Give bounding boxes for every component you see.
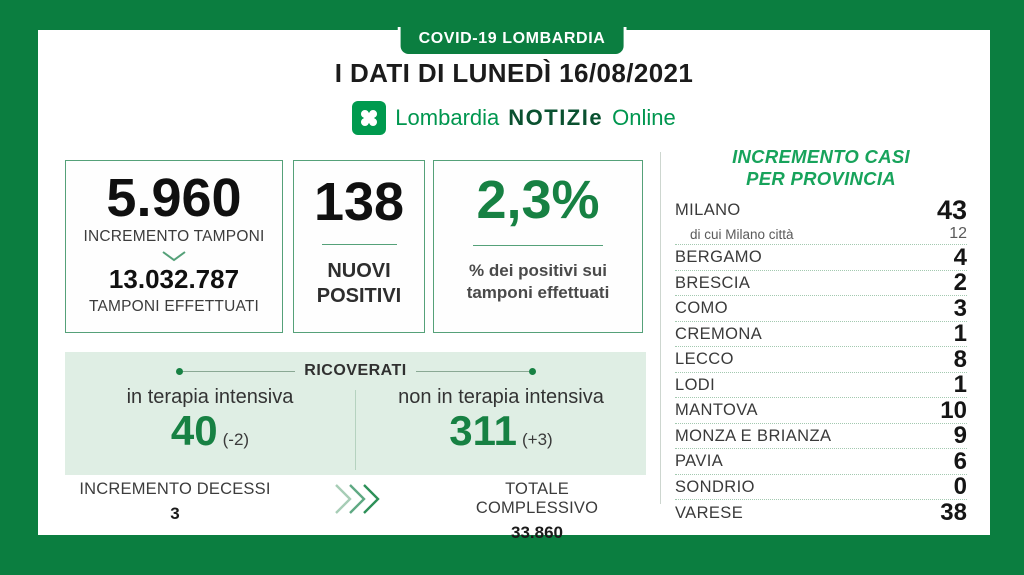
divider [182,370,296,372]
lombardia-rose-icon [352,101,387,135]
terapia-intensiva-value: 40 (-2) [170,407,250,454]
table-row: MILANO 43 [675,195,967,226]
decessi-value: 3 [170,504,180,523]
tamponi-total-label: TAMPONI EFFETTUATI [88,298,260,315]
table-row: CREMONA 1 [675,320,967,348]
totale-label: TOTALE COMPLESSIVO [475,480,599,517]
tamponi-increment-value: 5.960 [106,168,242,228]
nuovi-positivi-stat-box: 138 NUOVI POSITIVI [293,160,425,333]
triple-chevron-right-icon [335,484,380,514]
province-heading-line2: PER PROVINCIA [746,168,896,190]
non-terapia-intensiva-block: non in terapia intensiva 311 (+3) [356,384,646,476]
province-table: MILANO 43 di cui Milano città 12 BERGAMO… [675,195,967,527]
ricoverati-title: RICOVERATI [304,362,407,379]
table-row: VARESE 38 [675,499,967,527]
tamponi-increment-label: INCREMENTO TAMPONI [83,228,265,245]
divider [473,245,603,246]
logo-brand-text: NOTIZIe [508,105,604,130]
divider [355,390,356,470]
bullet-dot-icon [528,367,536,375]
totale-block: TOTALE COMPLESSIVO 33.860 [448,480,626,543]
divider [321,244,397,245]
ricoverati-header: RICOVERATI [175,362,536,380]
province-panel: INCREMENTO CASI PER PROVINCIA MILANO 43 … [675,146,967,526]
tamponi-total-value: 13.032.787 [108,264,240,294]
header-badge-label: COVID-19 LOMBARDIA [418,30,606,47]
province-heading: INCREMENTO CASI PER PROVINCIA [675,146,967,190]
divider [415,370,529,372]
ricoverati-band: RICOVERATI in terapia intensiva 40 (-2) n… [65,352,646,475]
province-heading-line1: INCREMENTO CASI [732,146,910,167]
header-badge: COVID-19 LOMBARDIA [397,27,627,57]
decessi-block: INCREMENTO DECESSI 3 [65,480,285,524]
nuovi-positivi-label: NUOVI POSITIVI [316,260,402,307]
non-terapia-intensiva-label: non in terapia intensiva [398,386,604,408]
percentuale-label: % dei positivi sui tamponi effettuati [466,261,610,303]
table-row: SONDRIO 0 [675,473,967,501]
terapia-intensiva-label: in terapia intensiva [126,386,294,408]
vertical-separator [660,152,661,504]
non-terapia-intensiva-value: 311 (+3) [449,407,553,454]
decessi-label: INCREMENTO DECESSI [79,480,271,498]
table-row: LODI 1 [675,371,967,399]
terapia-intensiva-delta: (-2) [222,430,250,449]
tamponi-stat-box: 5.960 INCREMENTO TAMPONI 13.032.787 TAMP… [65,160,283,333]
table-row: BERGAMO 4 [675,243,967,271]
chevron-down-icon [162,251,186,262]
logo-suffix-text: Online [612,105,676,130]
table-row: MONZA E BRIANZA 9 [675,422,967,450]
page-title: I DATI DI LUNEDÌ 16/08/2021 [334,58,694,88]
content-card: I DATI DI LUNEDÌ 16/08/2021 Lombardia NO… [38,30,990,542]
table-row: BRESCIA 2 [675,269,967,297]
logo-region-text: Lombardia [395,105,500,130]
bullet-dot-icon [175,367,183,375]
percentuale-value: 2,3% [476,170,600,230]
terapia-intensiva-block: in terapia intensiva 40 (-2) [65,384,355,476]
table-subrow: di cui Milano città 12 [675,224,967,246]
table-row: LECCO 8 [675,345,967,373]
logo: Lombardia NOTIZIe Online [38,101,990,135]
totale-value: 33.860 [511,523,563,542]
percentuale-stat-box: 2,3% % dei positivi sui tamponi effettua… [433,160,643,333]
table-row: PAVIA 6 [675,447,967,475]
non-terapia-intensiva-delta: (+3) [522,430,553,449]
table-row: MANTOVA 10 [675,396,967,424]
table-row: COMO 3 [675,294,967,322]
nuovi-positivi-value: 138 [313,172,405,232]
